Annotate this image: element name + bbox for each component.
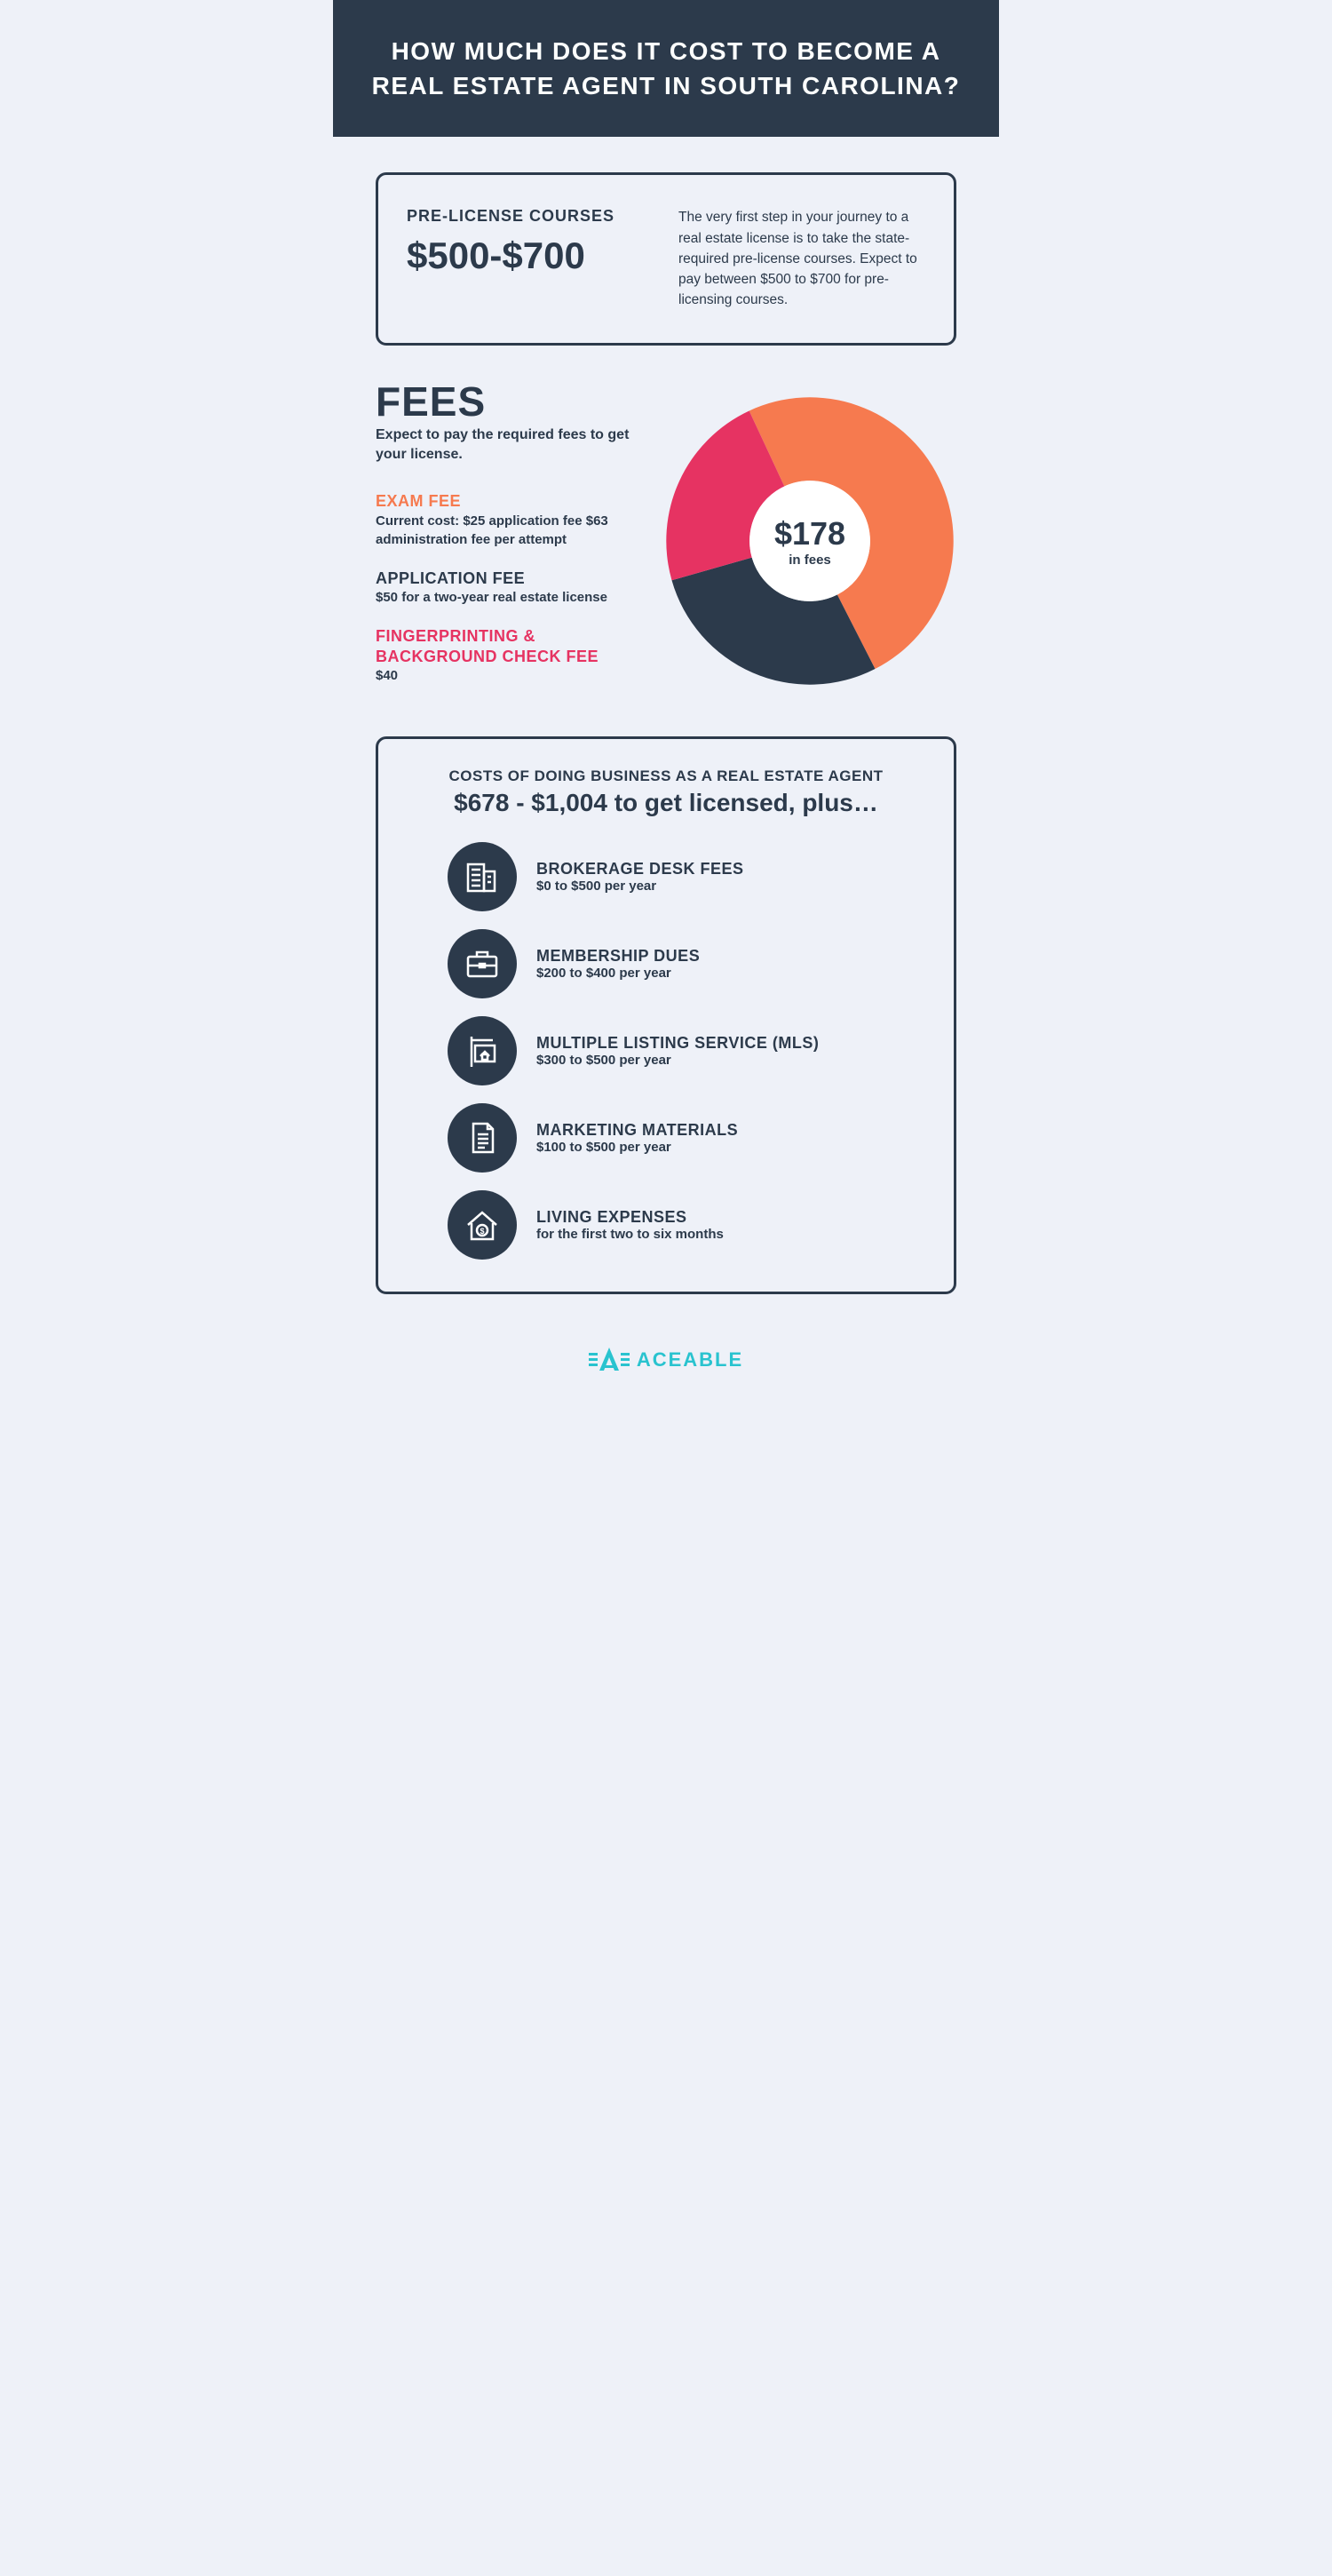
fees-left: FEES Expect to pay the required fees to … xyxy=(376,378,638,705)
footer: ACEABLE xyxy=(376,1326,956,1420)
business-item: MEMBERSHIP DUES$200 to $400 per year xyxy=(448,929,911,998)
fee-desc: $50 for a two-year real estate license xyxy=(376,588,638,607)
content: PRE-LICENSE COURSES $500-$700 The very f… xyxy=(333,137,999,1447)
business-item: BROKERAGE DESK FEES$0 to $500 per year xyxy=(448,842,911,911)
svg-text:$: $ xyxy=(480,1227,484,1236)
business-item-text: MEMBERSHIP DUES$200 to $400 per year xyxy=(536,947,700,981)
fee-item: EXAM FEECurrent cost: $25 application fe… xyxy=(376,491,638,549)
fees-sub: Expect to pay the required fees to get y… xyxy=(376,425,638,465)
business-item-desc: for the first two to six months xyxy=(536,1227,724,1242)
donut-total: $178 xyxy=(774,515,845,553)
prelicense-desc: The very first step in your journey to a… xyxy=(678,207,925,310)
prelicense-label: PRE-LICENSE COURSES xyxy=(407,207,654,226)
prelicense-box: PRE-LICENSE COURSES $500-$700 The very f… xyxy=(376,172,956,345)
business-item-title: MARKETING MATERIALS xyxy=(536,1121,738,1140)
business-list: BROKERAGE DESK FEES$0 to $500 per year ME… xyxy=(421,842,911,1260)
business-item-title: LIVING EXPENSES xyxy=(536,1208,724,1227)
business-item: $ LIVING EXPENSESfor the first two to six… xyxy=(448,1190,911,1260)
fee-desc: $40 xyxy=(376,666,638,685)
donut-sublabel: in fees xyxy=(774,553,845,568)
sign-icon xyxy=(448,1016,517,1085)
business-head: COSTS OF DOING BUSINESS AS A REAL ESTATE… xyxy=(421,767,911,817)
business-item-title: BROKERAGE DESK FEES xyxy=(536,860,744,879)
business-item: MARKETING MATERIALS$100 to $500 per year xyxy=(448,1103,911,1173)
page-title: HOW MUCH DOES IT COST TO BECOME A REAL E… xyxy=(369,34,963,103)
fee-title: FINGERPRINTING & BACKGROUND CHECK FEE xyxy=(376,626,638,666)
business-item-text: LIVING EXPENSESfor the first two to six … xyxy=(536,1208,724,1242)
fee-item: APPLICATION FEE$50 for a two-year real e… xyxy=(376,568,638,608)
business-item-text: BROKERAGE DESK FEES$0 to $500 per year xyxy=(536,860,744,894)
business-item-desc: $100 to $500 per year xyxy=(536,1140,738,1155)
header: HOW MUCH DOES IT COST TO BECOME A REAL E… xyxy=(333,0,999,137)
footer-brand: ACEABLE xyxy=(637,1348,743,1371)
business-item-text: MULTIPLE LISTING SERVICE (MLS)$300 to $5… xyxy=(536,1034,819,1068)
briefcase-icon xyxy=(448,929,517,998)
business-item-desc: $200 to $400 per year xyxy=(536,966,700,981)
house-dollar-icon: $ xyxy=(448,1190,517,1260)
fees-section: FEES Expect to pay the required fees to … xyxy=(376,378,956,705)
business-item: MULTIPLE LISTING SERVICE (MLS)$300 to $5… xyxy=(448,1016,911,1085)
fee-title: APPLICATION FEE xyxy=(376,568,638,589)
fees-heading: FEES xyxy=(376,378,638,425)
business-main: $678 - $1,004 to get licensed, plus… xyxy=(421,789,911,817)
fee-title: EXAM FEE xyxy=(376,491,638,512)
prelicense-left: PRE-LICENSE COURSES $500-$700 xyxy=(407,207,654,277)
fee-items: EXAM FEECurrent cost: $25 application fe… xyxy=(376,491,638,685)
business-sub: COSTS OF DOING BUSINESS AS A REAL ESTATE… xyxy=(421,767,911,785)
fee-desc: Current cost: $25 application fee $63 ad… xyxy=(376,512,638,549)
document-icon xyxy=(448,1103,517,1173)
business-item-title: MEMBERSHIP DUES xyxy=(536,947,700,966)
business-item-title: MULTIPLE LISTING SERVICE (MLS) xyxy=(536,1034,819,1053)
business-box: COSTS OF DOING BUSINESS AS A REAL ESTATE… xyxy=(376,736,956,1294)
donut-chart: $178 in fees xyxy=(663,378,956,705)
building-icon xyxy=(448,842,517,911)
business-item-text: MARKETING MATERIALS$100 to $500 per year xyxy=(536,1121,738,1155)
business-item-desc: $0 to $500 per year xyxy=(536,879,744,894)
business-item-desc: $300 to $500 per year xyxy=(536,1053,819,1068)
donut-center: $178 in fees xyxy=(774,515,845,568)
aceable-logo-icon xyxy=(589,1344,630,1376)
fee-item: FINGERPRINTING & BACKGROUND CHECK FEE$40 xyxy=(376,626,638,685)
prelicense-price: $500-$700 xyxy=(407,235,654,277)
